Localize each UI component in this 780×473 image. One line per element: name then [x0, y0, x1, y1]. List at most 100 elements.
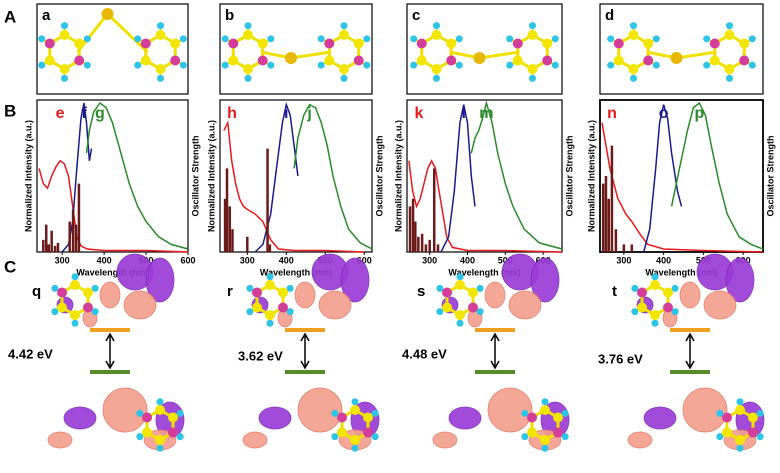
hydrogen-atom — [176, 409, 184, 417]
hydrogen-atom — [266, 319, 274, 327]
hydrogen-atom — [221, 35, 229, 43]
atom — [527, 427, 538, 438]
y-axis-label: Normalized Intensity (a.u.) — [23, 120, 33, 232]
orbital-lobe — [297, 387, 343, 433]
arrow-head — [105, 332, 115, 370]
hydrogen-atom — [61, 22, 68, 30]
orbital-lobe — [703, 290, 737, 320]
hydrogen-atom — [651, 273, 659, 281]
atom — [337, 412, 348, 423]
atom — [650, 310, 660, 320]
atom — [442, 287, 453, 298]
atom — [167, 412, 178, 423]
hydrogen-atom — [476, 308, 484, 316]
atom — [442, 302, 453, 313]
orbital-lobe — [340, 257, 370, 303]
atom — [467, 287, 478, 298]
atom — [353, 38, 364, 49]
structure-box — [219, 3, 373, 95]
orbital-lobe — [484, 281, 506, 309]
atom — [431, 64, 442, 74]
hydrogen-atom — [179, 35, 187, 43]
energy-gap: 3.62 eV — [238, 348, 283, 363]
structure-label: d — [605, 7, 614, 24]
hydrogen-atom — [91, 308, 99, 316]
series-label: l — [461, 105, 465, 122]
orbital-lobe — [725, 257, 755, 303]
atom — [455, 280, 465, 290]
x-axis-label: Wavelength (nm) — [645, 267, 717, 277]
atom — [339, 64, 349, 74]
panel-label: A — [4, 7, 16, 26]
energy-gap: 3.76 eV — [598, 351, 643, 366]
atom — [265, 310, 275, 320]
hydrogen-atom — [371, 409, 379, 417]
series-label: h — [227, 105, 237, 122]
hydrogen-atom — [726, 74, 733, 82]
atom — [228, 38, 239, 49]
hydrogen-atom — [433, 74, 440, 82]
bond-ring — [516, 33, 549, 71]
hydrogen-atom — [157, 22, 164, 30]
hydrogen-atom — [176, 433, 184, 441]
hydrogen-atom — [371, 433, 379, 441]
atom — [542, 55, 553, 66]
series-label: m — [479, 105, 493, 122]
hydrogen-atom — [631, 308, 639, 316]
atom — [527, 30, 538, 40]
spectrum-line — [470, 100, 563, 250]
atom — [142, 427, 153, 438]
orbital-lobe — [682, 387, 728, 433]
hydrogen-atom — [652, 35, 660, 43]
x-tick-label: 300 — [55, 255, 70, 265]
hydrogen-atom — [521, 409, 529, 417]
bond-ring — [231, 33, 265, 71]
series-label: f — [81, 105, 87, 122]
spectrum-line — [440, 104, 476, 253]
hydrogen-atom — [51, 284, 59, 292]
plot-frame — [406, 99, 563, 253]
atom — [155, 64, 166, 74]
sulfur-atom — [670, 52, 683, 64]
atom — [446, 38, 457, 49]
hydrogen-atom — [703, 61, 711, 69]
spectrum-line — [85, 101, 189, 250]
hydrogen-atom — [38, 61, 46, 69]
atom — [155, 30, 166, 40]
atom — [140, 55, 151, 66]
y2-axis-label: Oscillator Strength — [765, 135, 775, 216]
hydrogen-atom — [736, 398, 744, 406]
orbital-lobe — [448, 406, 482, 430]
atom — [724, 30, 735, 40]
orbital-label: s — [417, 283, 425, 300]
hydrogen-atom — [134, 35, 142, 43]
hydrogen-atom — [244, 74, 252, 82]
x-axis-label: Wavelength (nm) — [448, 267, 520, 277]
atom — [59, 64, 70, 74]
hydrogen-atom — [91, 284, 99, 292]
atom — [416, 55, 427, 66]
atom — [257, 38, 268, 49]
series-label: j — [306, 105, 311, 122]
hydrogen-atom — [363, 61, 371, 69]
atom — [277, 287, 288, 298]
x-tick-label: 400 — [656, 255, 671, 265]
atom — [446, 55, 457, 66]
atom — [74, 55, 85, 66]
hydrogen-atom — [541, 398, 549, 406]
hydrogen-atom — [71, 319, 79, 327]
atom — [552, 427, 563, 438]
orbital-label: t — [612, 283, 617, 300]
spectrum-line — [223, 120, 365, 253]
hydrogen-atom — [266, 273, 274, 281]
atom — [747, 427, 758, 438]
bond-ring — [327, 33, 361, 71]
orbital-lobe — [432, 431, 458, 449]
structure-label: b — [225, 7, 234, 24]
atom — [735, 405, 745, 415]
series-label: i — [284, 105, 288, 122]
atom — [167, 427, 178, 438]
hydrogen-atom — [748, 35, 756, 43]
x-tick-label: 300 — [422, 255, 437, 265]
